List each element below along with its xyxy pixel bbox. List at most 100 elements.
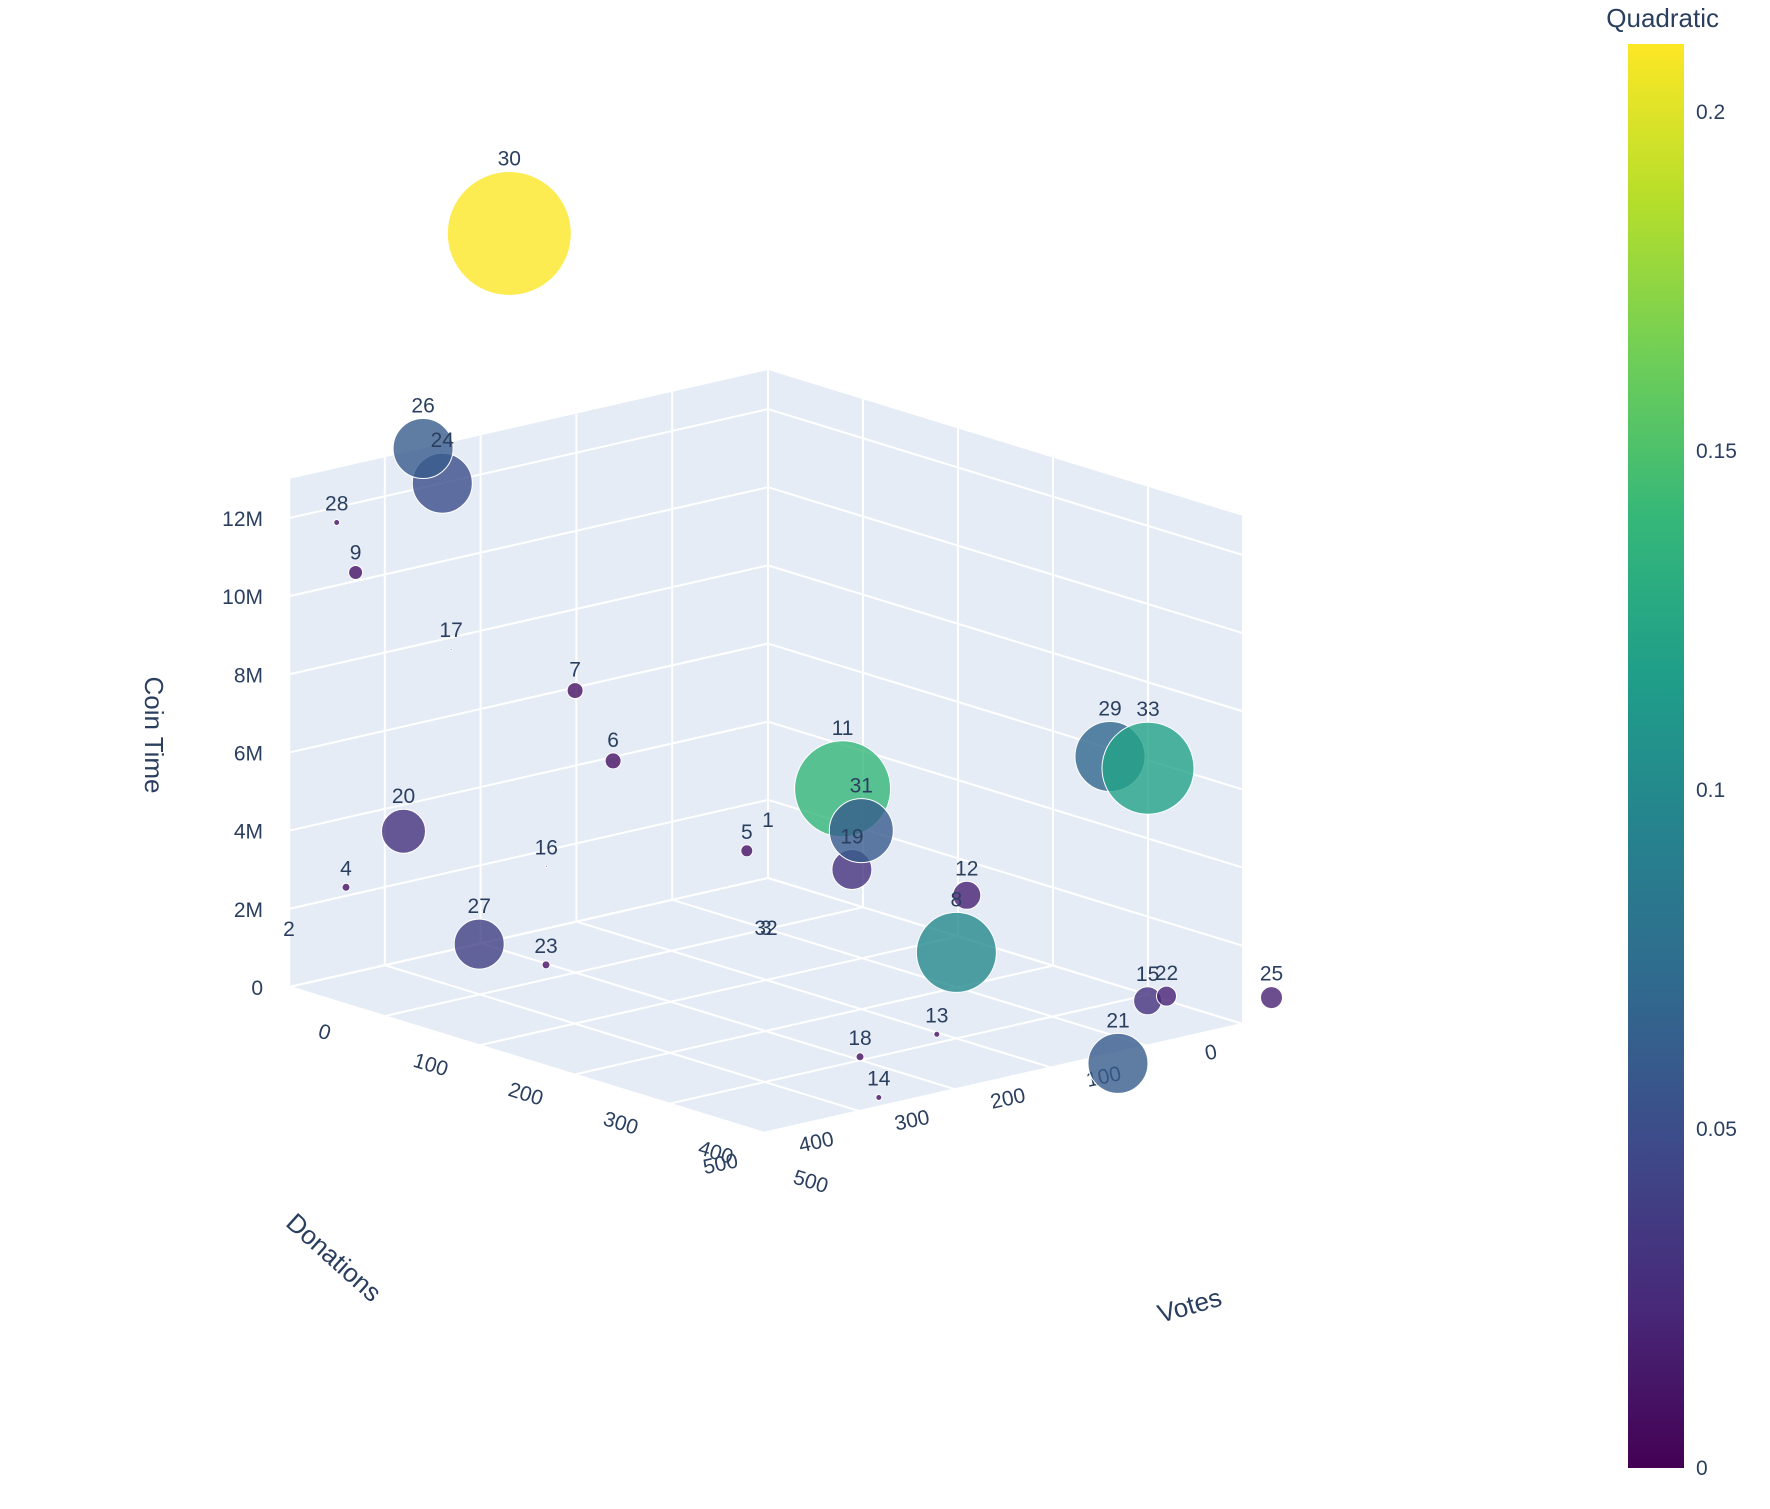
coin-time-tick-label: 0 bbox=[251, 977, 263, 1000]
data-point-31 bbox=[828, 798, 894, 864]
votes-tick-label: 500 bbox=[791, 1166, 831, 1198]
point-label-18: 18 bbox=[848, 1027, 871, 1050]
gridline-coin-time-b-6 bbox=[288, 408, 769, 520]
data-point-18 bbox=[855, 1052, 865, 1062]
point-label-4: 4 bbox=[340, 857, 352, 880]
pane-votes-wall bbox=[768, 370, 1243, 1024]
colorbar: Quadratic 0 0.05 0.1 0.15 0.2 bbox=[1606, 3, 1737, 1480]
point-label-12: 12 bbox=[955, 857, 978, 880]
coin-time-tick-label: 8M bbox=[234, 664, 263, 687]
point-label-11: 11 bbox=[832, 717, 854, 740]
coin-time-tick-label: 12M bbox=[222, 508, 263, 531]
data-point-22 bbox=[1156, 985, 1177, 1007]
donations-axis-title: Donations bbox=[280, 1207, 387, 1308]
colorbar-gradient bbox=[1628, 44, 1684, 1468]
point-label-29: 29 bbox=[1098, 698, 1121, 721]
point-label-27: 27 bbox=[468, 895, 491, 918]
point-label-25: 25 bbox=[1260, 963, 1283, 986]
donations-tick-label: 300 bbox=[893, 1106, 932, 1136]
colorbar-tick-label: 0.05 bbox=[1696, 1118, 1737, 1141]
point-label-21: 21 bbox=[1106, 1009, 1129, 1032]
point-label-24: 24 bbox=[431, 429, 455, 452]
data-point-30 bbox=[446, 171, 572, 296]
colorbar-tick-label: 0 bbox=[1696, 1457, 1708, 1480]
colorbar-tick-label: 0.15 bbox=[1696, 440, 1737, 463]
data-point-17 bbox=[449, 647, 453, 651]
point-label-6: 6 bbox=[607, 729, 619, 752]
data-point-9 bbox=[348, 565, 364, 580]
gridline-donations-floor-4 bbox=[384, 964, 861, 1113]
coin-time-tick-label: 2M bbox=[234, 899, 263, 922]
votes-axis-title: Votes bbox=[1154, 1282, 1225, 1329]
gridline-coin-time-b-3 bbox=[288, 642, 769, 754]
data-points bbox=[333, 171, 1283, 1101]
point-label-14: 14 bbox=[867, 1068, 891, 1091]
data-point-4 bbox=[341, 882, 351, 892]
donations-axis-line bbox=[288, 985, 765, 1135]
gridline-votes-floor-2 bbox=[478, 935, 959, 1047]
point-label-22: 22 bbox=[1155, 962, 1178, 985]
point-label-17: 17 bbox=[439, 619, 462, 642]
votes-tick-label: 300 bbox=[601, 1107, 641, 1139]
coin-time-tick-label: 10M bbox=[222, 586, 263, 609]
gridline-coin-time-a-5 bbox=[767, 486, 1244, 635]
data-point-33 bbox=[1101, 721, 1195, 815]
pane-floor bbox=[289, 878, 1243, 1133]
point-label-1: 1 bbox=[762, 809, 774, 832]
data-point-27 bbox=[453, 918, 505, 970]
point-label-7: 7 bbox=[569, 659, 581, 682]
colorbar-tick-label: 0.2 bbox=[1696, 101, 1725, 124]
data-point-16 bbox=[544, 864, 548, 868]
point-label-23: 23 bbox=[534, 935, 557, 958]
gridline-donations-floor-3 bbox=[480, 942, 956, 1091]
gridline-votes-floor-1 bbox=[383, 906, 864, 1018]
point-label-19: 19 bbox=[840, 826, 863, 849]
coin-time-axis-title: Coin Time bbox=[139, 676, 169, 793]
data-point-12 bbox=[952, 880, 982, 910]
gridline-coin-time-a-4 bbox=[767, 564, 1244, 713]
data-point-7 bbox=[566, 682, 584, 700]
point-label-8: 8 bbox=[951, 888, 963, 911]
votes-tick-label: 100 bbox=[411, 1049, 451, 1081]
gridline-coin-time-b-1 bbox=[288, 798, 769, 910]
point-label-28: 28 bbox=[325, 493, 348, 516]
donations-tick-label: 400 bbox=[797, 1128, 836, 1158]
data-point-26 bbox=[392, 418, 454, 479]
data-point-23 bbox=[541, 960, 551, 970]
gridline-donations-floor-2 bbox=[576, 920, 1052, 1069]
donations-tick-label: 200 bbox=[988, 1084, 1027, 1114]
votes-tick-label: 0 bbox=[316, 1020, 334, 1045]
gridline-coin-time-b-0 bbox=[288, 877, 769, 988]
point-label-32: 32 bbox=[754, 917, 777, 940]
votes-axis-line bbox=[763, 1022, 1244, 1135]
coin-time-tick-label: 6M bbox=[234, 743, 263, 766]
gridline-coin-time-b-2 bbox=[288, 720, 769, 832]
data-point-5 bbox=[740, 844, 754, 858]
data-point-20 bbox=[381, 808, 426, 854]
gridline-donations-floor-1 bbox=[671, 898, 1148, 1047]
point-label-15: 15 bbox=[1136, 963, 1159, 986]
gridline-coin-time-b-4 bbox=[288, 564, 769, 676]
colorbar-tick-label: 0.1 bbox=[1696, 779, 1725, 802]
gridline-coin-time-b-5 bbox=[288, 486, 769, 598]
point-label-20: 20 bbox=[392, 785, 415, 808]
point-label-31: 31 bbox=[850, 775, 873, 798]
gridline-coin-time-a-6 bbox=[767, 408, 1244, 557]
point-label-13: 13 bbox=[925, 1004, 948, 1027]
point-label-26: 26 bbox=[411, 395, 434, 418]
data-point-28 bbox=[333, 519, 341, 526]
gridline-votes-floor-4 bbox=[668, 993, 1149, 1105]
point-label-33: 33 bbox=[1136, 698, 1159, 721]
point-label-2: 2 bbox=[283, 918, 295, 941]
data-point-14 bbox=[875, 1094, 883, 1101]
donations-tick-label: 0 bbox=[1203, 1040, 1219, 1065]
point-label-9: 9 bbox=[350, 542, 362, 565]
point-label-3: 3 bbox=[760, 917, 772, 940]
data-point-25 bbox=[1260, 986, 1283, 1010]
coin-time-tick-label: 4M bbox=[234, 821, 263, 844]
data-point-21 bbox=[1087, 1032, 1149, 1094]
votes-tick-label: 200 bbox=[506, 1078, 546, 1110]
